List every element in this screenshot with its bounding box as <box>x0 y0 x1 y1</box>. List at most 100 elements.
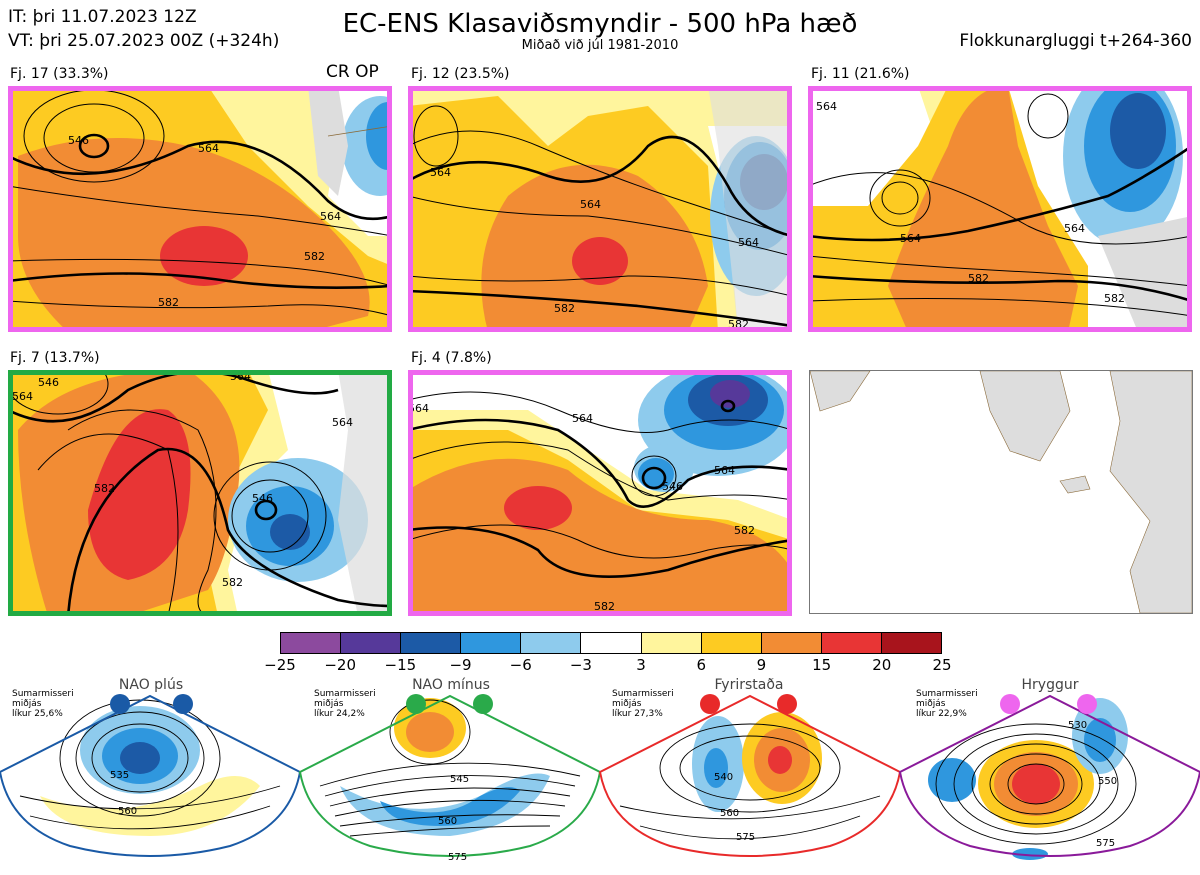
cluster-3-frame <box>808 86 1192 332</box>
cluster-4-map: 564 546 564 564 546 582 582 <box>8 370 392 616</box>
cluster-5-contour-label: 582 <box>734 524 755 537</box>
cluster-1-contour-label: 564 <box>320 210 341 223</box>
regime-ridge-contour: 575 <box>1096 838 1115 849</box>
regime-nao-plus-map: 535 560 <box>0 694 302 857</box>
cluster-2-contour-label: 564 <box>738 236 759 249</box>
colorbar-tick-label: −25 <box>264 656 296 674</box>
regime-ridge-map: 530 550 575 <box>898 694 1200 860</box>
cluster-5-label: Fj. 4 (7.8%) <box>411 350 492 366</box>
colorbar-swatch <box>700 633 761 653</box>
cluster-3-contour-label: 564 <box>1064 222 1085 235</box>
colorbar-swatch <box>640 633 701 653</box>
cluster-window: Flokkunargluggi t+264-360 <box>959 31 1192 51</box>
cluster-4-contour-label: 564 <box>332 416 353 429</box>
cluster-4-label: Fj. 7 (13.7%) <box>10 350 100 366</box>
regime-nao-plus-contour: 535 <box>110 770 129 781</box>
cluster-1-map: 546 564 564 582 582 <box>8 86 392 332</box>
cluster-1-contour-label: 582 <box>304 250 325 263</box>
regime-season: Sumarmisseri <box>314 689 376 699</box>
cluster-1-label: Fj. 17 (33.3%) <box>10 66 109 82</box>
cluster-5-frame <box>408 370 792 616</box>
cluster-5-contour-label: 564 <box>572 412 593 425</box>
colorbar-tick-label: 20 <box>872 656 892 674</box>
cluster-2-frame <box>408 86 792 332</box>
cluster-2-contour-label: 582 <box>554 302 575 315</box>
main-subtitle: Miðað við júl 1981-2010 <box>521 38 679 53</box>
regime-blocking-info: Sumarmisseri miðjás líkur 27,3% <box>612 689 674 719</box>
colorbar-swatch <box>580 633 641 653</box>
regime-nao-plus-info: Sumarmisseri miðjás líkur 25,6% <box>12 689 74 719</box>
colorbar-tick-label: 15 <box>812 656 832 674</box>
colorbar-swatch <box>460 633 521 653</box>
regime-median: miðjás <box>12 699 42 709</box>
main-title: EC-ENS Klasaviðsmyndir - 500 hPa hæð <box>342 9 858 39</box>
init-time: IT: þri 11.07.2023 12Z <box>8 7 197 27</box>
regime-season: Sumarmisseri <box>916 689 978 699</box>
cluster-1-contour-label: 582 <box>158 296 179 309</box>
cluster-3-contour-label: 582 <box>1104 292 1125 305</box>
regime-blocking-contour: 540 <box>714 772 733 783</box>
regime-median: miðjás <box>916 699 946 709</box>
cluster-2-contour-label: 564 <box>430 166 451 179</box>
regime-nao-minus-info: Sumarmisseri miðjás líkur 24,2% <box>314 689 376 719</box>
regime-nao-minus-contour: 575 <box>448 852 467 863</box>
regime-nao-minus-name: NAO mínus <box>412 677 490 693</box>
cluster-4-contour-label: 546 <box>38 376 59 389</box>
regime-nao-plus-contour: 560 <box>118 806 137 817</box>
colorbar-swatch <box>281 633 341 653</box>
regime-likelihood: líkur 22,9% <box>916 709 967 719</box>
regime-median: miðjás <box>314 699 344 709</box>
cluster-1-contour-label: 564 <box>198 142 219 155</box>
regime-nao-plus-name: NAO plús <box>118 677 184 693</box>
cluster-2-contour-label: 564 <box>580 198 601 211</box>
valid-time: VT: þri 25.07.2023 00Z (+324h) <box>8 31 280 51</box>
cluster-4-contour-label: 582 <box>94 482 115 495</box>
colorbar-tick-label: −3 <box>569 656 592 674</box>
cluster-3-map: 564 564 564 582 582 <box>808 86 1192 332</box>
regime-likelihood: líkur 24,2% <box>314 709 365 719</box>
regime-likelihood: líkur 25,6% <box>12 709 63 719</box>
cluster-1-tag: CR OP <box>326 62 379 82</box>
cluster-5-contour-label: 546 <box>662 480 683 493</box>
colorbar-tick-label: −15 <box>384 656 417 674</box>
colorbar-swatch <box>760 633 821 653</box>
regime-nao-minus-map: 545 560 575 <box>298 694 602 863</box>
cluster-3-contour-label: 582 <box>968 272 989 285</box>
cluster-1-contour-label: 546 <box>68 134 89 147</box>
regime-likelihood: líkur 27,3% <box>612 709 663 719</box>
cluster-4-frame <box>8 370 392 616</box>
colorbar <box>280 632 942 654</box>
cluster-3-contour-label: 564 <box>816 100 837 113</box>
cluster-3-contour-label: 564 <box>900 232 921 245</box>
cluster-4-contour-label: 546 <box>252 492 273 505</box>
regime-nao-minus-contour: 545 <box>450 774 469 785</box>
regime-blocking-contour: 560 <box>720 808 739 819</box>
colorbar-tick-label: 6 <box>696 656 707 674</box>
colorbar-swatch <box>520 633 581 653</box>
cluster-5-map: 564 564 546 564 582 582 <box>408 370 792 616</box>
empty-basemap <box>809 370 1193 614</box>
regime-blocking-map: 540 560 575 <box>598 694 902 857</box>
regime-season: Sumarmisseri <box>12 689 74 699</box>
cluster-1-frame <box>8 86 392 332</box>
colorbar-swatch <box>880 633 942 653</box>
regime-ridge-contour: 550 <box>1098 776 1117 787</box>
colorbar-tick-label: −6 <box>509 656 532 674</box>
regime-nao-minus-contour: 560 <box>438 816 457 827</box>
colorbar-tick-label: 3 <box>636 656 646 674</box>
regime-ridge-contour: 530 <box>1068 720 1087 731</box>
colorbar-tick-label: 9 <box>756 656 767 674</box>
colorbar-tick-label: 25 <box>932 656 952 674</box>
regime-ridge-name: Hryggur <box>1021 677 1079 693</box>
cluster-5-contour-label: 564 <box>408 402 429 415</box>
cluster-2-label: Fj. 12 (23.5%) <box>411 66 510 82</box>
regime-maps: 535 560 545 560 575 <box>0 694 1200 863</box>
colorbar-swatch <box>820 633 881 653</box>
colorbar-tick-label: −20 <box>324 656 356 674</box>
regime-median: miðjás <box>612 699 642 709</box>
cluster-4-contour-label: 564 <box>12 390 33 403</box>
regime-ridge-info: Sumarmisseri miðjás líkur 22,9% <box>916 689 978 719</box>
cluster-2-map: 564 564 564 582 582 <box>408 86 792 332</box>
colorbar-swatch <box>340 633 401 653</box>
regime-season: Sumarmisseri <box>612 689 674 699</box>
